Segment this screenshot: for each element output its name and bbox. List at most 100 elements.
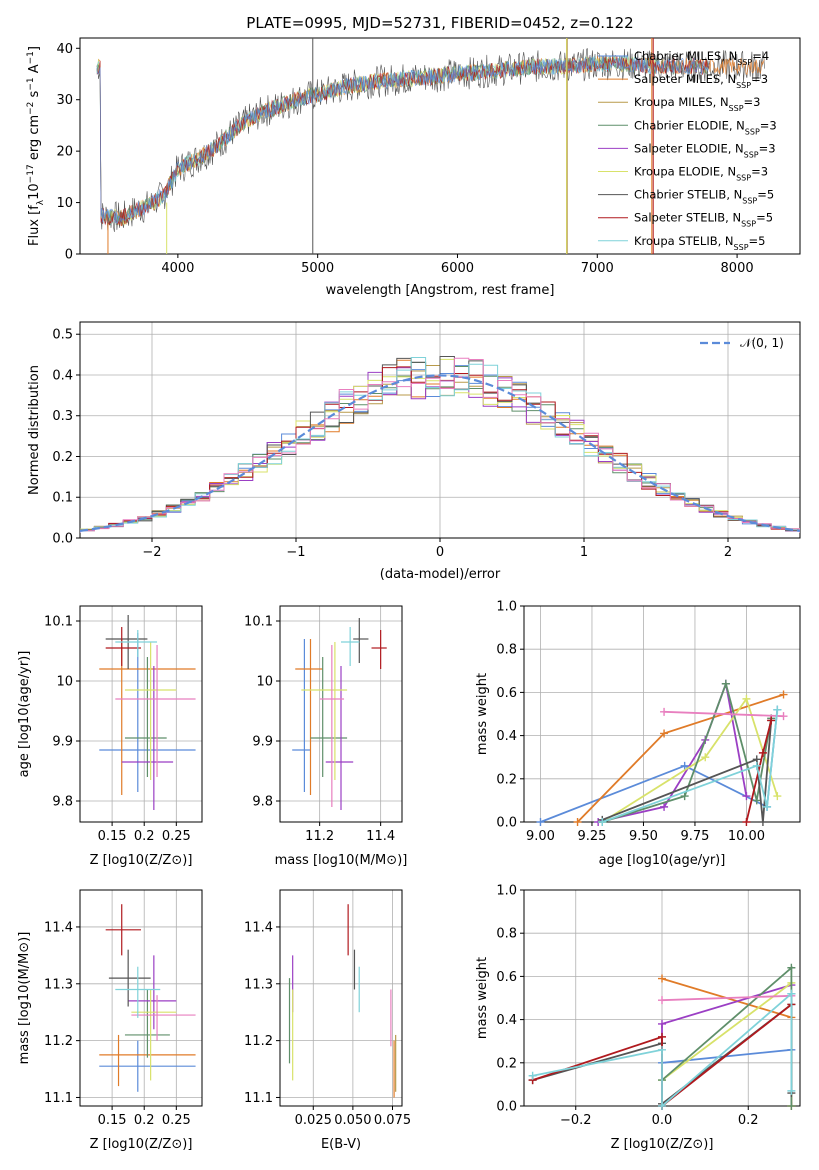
x-tick-label: 6000 bbox=[441, 261, 474, 276]
x-axis-label: wavelength [Angstrom, rest frame] bbox=[326, 283, 555, 298]
x-axis-label-part: 10 bbox=[128, 1137, 145, 1152]
x-axis-label-part: 10 bbox=[652, 853, 669, 868]
x-axis-label-part: ⊙ bbox=[692, 1137, 703, 1152]
x-axis-label-part: mass [log bbox=[275, 853, 338, 868]
weight-point-marker bbox=[758, 748, 767, 757]
legend-label-tail: =5 bbox=[749, 234, 766, 248]
legend-label-sub: SSP bbox=[742, 196, 757, 205]
weight-point-marker bbox=[658, 1102, 666, 1110]
legend-label: Salpeter ELODIE, NSSP=3 bbox=[634, 141, 776, 159]
legend-label-sub: SSP bbox=[744, 150, 759, 159]
weight-series-line bbox=[601, 720, 773, 823]
x-axis-label: E(B-V) bbox=[321, 1137, 361, 1152]
legend-label-tail: =3 bbox=[751, 165, 768, 179]
weight-point-marker bbox=[660, 707, 669, 716]
legend-label-sub: SSP bbox=[741, 219, 756, 228]
y-axis-label-part: (M/M bbox=[17, 953, 32, 985]
x-tick-label: 8000 bbox=[721, 261, 754, 276]
panel-massweight_vs_age: 9.00 9.25 9.50 9.75 10.00 0.0 0.2 0.4 0.6 0.8 1.0 a… bbox=[475, 600, 801, 868]
y-tick-label: 9.9 bbox=[252, 735, 273, 750]
x-axis-label-part: (Z/Z bbox=[665, 1137, 692, 1152]
weight-point-marker bbox=[742, 792, 751, 801]
x-axis-label: Z [log10(Z/Z⊙)] bbox=[611, 1137, 714, 1152]
y-axis-label: mass [log10(M/M⊙)] bbox=[17, 932, 32, 1065]
x-axis-label-part: )] bbox=[703, 1137, 713, 1152]
x-tick-label: 0.075 bbox=[374, 1113, 411, 1128]
weight-point-marker bbox=[742, 694, 751, 703]
weight-series-line bbox=[661, 994, 792, 1002]
weight-point-marker bbox=[787, 1086, 796, 1095]
y-axis-label-part: A bbox=[27, 64, 42, 77]
weight-point-marker bbox=[658, 996, 666, 1005]
x-tick-label: 0.0 bbox=[652, 1113, 673, 1128]
plot-frame bbox=[279, 605, 403, 823]
y-tick-label: 0.6 bbox=[496, 970, 517, 985]
x-axis-label-part: Z [log bbox=[611, 1137, 649, 1152]
x-tick-label: 9.50 bbox=[629, 829, 658, 844]
y-axis-label-part: erg cm bbox=[27, 115, 42, 164]
y-tick-label: 0.5 bbox=[52, 328, 73, 343]
spectrum-series-chabrier_miles bbox=[96, 55, 710, 224]
x-axis-label-part: Z [log bbox=[90, 1137, 128, 1152]
y-tick-label: 9.8 bbox=[52, 795, 73, 810]
panel-massweight_vs_Z: −0.2 0.0 0.2 0.0 0.2 0.4 0.6 0.8 1.0 Z [log10(Z/Z… bbox=[475, 884, 801, 1152]
weight-point-marker bbox=[742, 818, 751, 826]
panel-residuals: −2 −1 0 1 2 0.0 0.1 0.2 0.3 0.4 0.5 (data-model)/er… bbox=[27, 321, 801, 582]
legend-label-tail: =3 bbox=[759, 141, 776, 155]
y-axis-label-part: (age/yr)] bbox=[17, 651, 32, 708]
y-tick-label: 11.2 bbox=[44, 1034, 73, 1049]
x-tick-label: 0.25 bbox=[162, 1113, 191, 1128]
legend-label: Kroupa MILES, NSSP=3 bbox=[634, 95, 760, 113]
legend-label-name: Kroupa ELODIE, N bbox=[634, 165, 736, 179]
x-tick-label: 5000 bbox=[301, 261, 334, 276]
y-tick-label: 9.9 bbox=[52, 735, 73, 750]
y-axis-label: age [log10(age/yr)] bbox=[17, 651, 32, 778]
y-tick-label: 30 bbox=[56, 93, 73, 108]
weight-point-marker bbox=[658, 1032, 666, 1041]
legend-label-name: Kroupa STELIB, N bbox=[634, 234, 734, 248]
x-tick-label: 1 bbox=[580, 545, 588, 560]
legend-label-name: Chabrier STELIB, N bbox=[634, 188, 742, 202]
y-tick-label: 0 bbox=[65, 248, 73, 263]
legend-label: Chabrier STELIB, NSSP=5 bbox=[634, 188, 774, 206]
legend-label-sub: SSP bbox=[737, 58, 752, 67]
x-axis-label-part: )] bbox=[182, 853, 192, 868]
weight-point-marker bbox=[528, 1071, 537, 1080]
weight-point-marker bbox=[598, 818, 607, 826]
y-axis-label-part: λ bbox=[36, 199, 46, 205]
y-tick-label: 11.1 bbox=[44, 1091, 73, 1106]
y-axis-label-part: 10 bbox=[17, 985, 32, 1002]
x-axis-label: mass [log10(M/M⊙)] bbox=[275, 853, 408, 868]
y-axis-label-part: age [log bbox=[17, 724, 32, 777]
y-tick-label: 0.0 bbox=[496, 816, 517, 831]
y-tick-label: 9.8 bbox=[252, 795, 273, 810]
weight-point-marker bbox=[658, 1045, 666, 1054]
y-tick-label: 1.0 bbox=[496, 600, 517, 615]
x-tick-label: 0.15 bbox=[98, 829, 127, 844]
x-tick-label: 0.050 bbox=[334, 1113, 371, 1128]
legend-label-name: Salpeter MILES, N bbox=[634, 72, 736, 86]
weight-series-line bbox=[661, 965, 793, 1106]
weight-series-line bbox=[664, 710, 784, 718]
weight-point-marker bbox=[779, 712, 788, 721]
y-axis-label-part: 10 bbox=[27, 183, 42, 200]
y-tick-label: 11.4 bbox=[244, 920, 273, 935]
x-axis-label-part: ⊙ bbox=[171, 1137, 182, 1152]
y-tick-label: 0.8 bbox=[496, 927, 517, 942]
x-axis-label-part: 10 bbox=[128, 853, 145, 868]
legend-label-sub: SSP bbox=[745, 127, 760, 136]
weight-point-marker bbox=[573, 818, 582, 826]
x-axis-label: age [log10(age/yr)] bbox=[599, 853, 726, 868]
y-tick-label: 40 bbox=[56, 42, 73, 57]
x-tick-label: 11.4 bbox=[366, 829, 395, 844]
weight-point-marker bbox=[658, 974, 666, 983]
y-tick-label: 0.4 bbox=[496, 1013, 517, 1028]
weight-point-marker bbox=[660, 729, 669, 738]
y-tick-label: 0.2 bbox=[496, 1056, 517, 1071]
y-axis-label-part: )] bbox=[17, 932, 32, 942]
weight-point-marker bbox=[680, 792, 689, 801]
legend-label-sub: SSP bbox=[736, 173, 751, 182]
